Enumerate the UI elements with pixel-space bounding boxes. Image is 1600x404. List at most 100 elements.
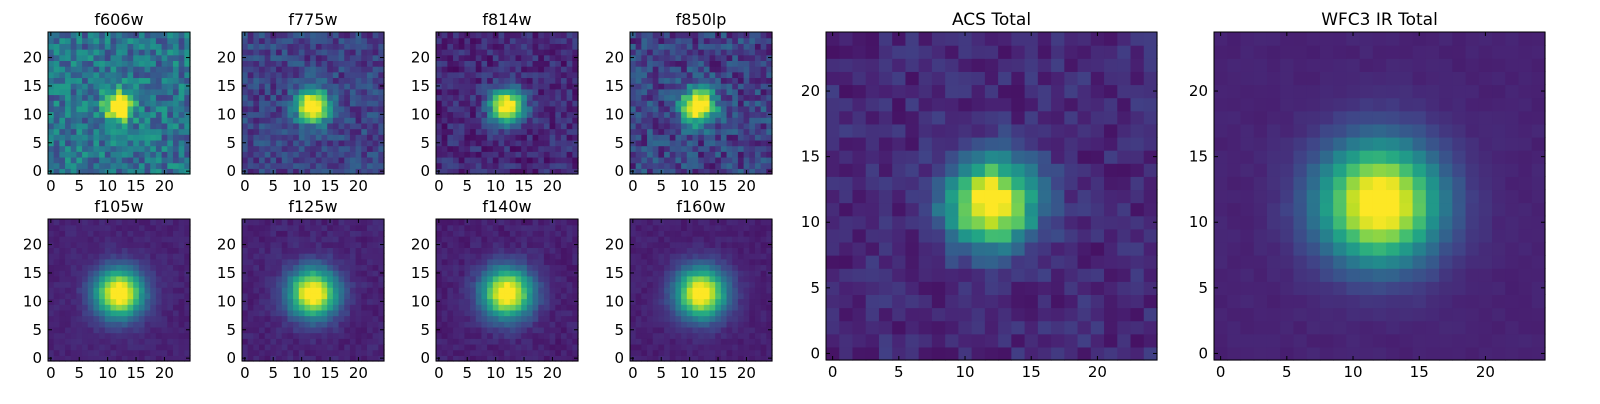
x-tick-label: 20: [349, 177, 368, 195]
heatmap-cell: [116, 293, 122, 299]
heatmap-cell: [287, 123, 293, 129]
heatmap-cell: [128, 151, 134, 157]
heatmap-cell: [299, 338, 305, 344]
heatmap-cell: [110, 304, 116, 310]
heatmap-cell: [128, 117, 134, 123]
heatmap-cell: [670, 112, 676, 118]
heatmap-cell: [670, 310, 676, 316]
heatmap-cell: [76, 293, 82, 299]
heatmap-cell: [76, 299, 82, 305]
heatmap-cell: [470, 100, 476, 106]
heatmap-cell: [636, 32, 642, 38]
heatmap-cell: [282, 259, 288, 265]
heatmap-cell: [276, 117, 282, 123]
y-tick-label: 5: [32, 134, 42, 152]
heatmap-cell: [145, 94, 151, 100]
heatmap-cell: [367, 157, 373, 163]
heatmap-cell: [270, 60, 276, 66]
heatmap-cell: [481, 281, 487, 287]
heatmap-cell: [139, 327, 145, 333]
heatmap-cell: [173, 83, 179, 89]
heatmap-cell: [82, 321, 88, 327]
heatmap-cell: [287, 327, 293, 333]
heatmap-cell: [162, 151, 168, 157]
heatmap-cell: [299, 310, 305, 316]
heatmap-cell: [339, 38, 345, 44]
heatmap-cell: [538, 316, 544, 322]
heatmap-cell: [265, 293, 271, 299]
heatmap-cell: [282, 270, 288, 276]
heatmap-cell: [487, 94, 493, 100]
heatmap-cell: [527, 151, 533, 157]
heatmap-cell: [310, 310, 316, 316]
heatmap-cell: [333, 281, 339, 287]
heatmap-cell: [498, 219, 504, 225]
heatmap-cell: [82, 304, 88, 310]
heatmap-cell: [327, 333, 333, 339]
heatmap-cell: [122, 316, 128, 322]
heatmap-cell: [361, 270, 367, 276]
heatmap-cell: [516, 77, 522, 83]
heatmap-cell: [470, 77, 476, 83]
heatmap-cell: [54, 146, 60, 152]
heatmap-cell: [692, 316, 698, 322]
heatmap-cell: [71, 112, 77, 118]
heatmap-cell: [327, 55, 333, 61]
heatmap-cell: [59, 344, 65, 350]
heatmap-cell: [99, 310, 105, 316]
heatmap-cell: [145, 140, 151, 146]
heatmap-cell: [253, 253, 259, 259]
heatmap-cell: [76, 112, 82, 118]
heatmap-cell: [242, 43, 248, 49]
heatmap-cell: [344, 281, 350, 287]
heatmap-cell: [293, 281, 299, 287]
heatmap-cell: [681, 117, 687, 123]
heatmap-cell: [710, 327, 716, 333]
heatmap-cell: [76, 247, 82, 253]
heatmap-cell: [510, 49, 516, 55]
heatmap-cell: [459, 327, 465, 333]
heatmap-cell: [755, 293, 761, 299]
heatmap-cell: [122, 117, 128, 123]
heatmap-cell: [282, 247, 288, 253]
heatmap-cell: [647, 129, 653, 135]
heatmap-cell: [504, 72, 510, 78]
heatmap-cell: [675, 32, 681, 38]
heatmap-cell: [504, 106, 510, 112]
heatmap-cell: [322, 253, 328, 259]
heatmap-cell: [65, 344, 71, 350]
heatmap-cell: [71, 55, 77, 61]
heatmap-cell: [464, 134, 470, 140]
heatmap-cell: [116, 123, 122, 129]
heatmap-cell: [265, 72, 271, 78]
heatmap-cell: [664, 163, 670, 169]
heatmap-cell: [749, 333, 755, 339]
heatmap-cell: [265, 344, 271, 350]
heatmap-cell: [71, 310, 77, 316]
heatmap-cell: [173, 49, 179, 55]
heatmap-cell: [744, 344, 750, 350]
heatmap-cell: [82, 236, 88, 242]
heatmap-cell: [270, 242, 276, 248]
heatmap-cell: [732, 117, 738, 123]
heatmap-cell: [299, 276, 305, 282]
heatmap-cell: [242, 247, 248, 253]
heatmap-cell: [162, 259, 168, 265]
heatmap-cell: [442, 94, 448, 100]
heatmap-cell: [76, 134, 82, 140]
heatmap-cell: [681, 43, 687, 49]
heatmap-cell: [538, 247, 544, 253]
heatmap-cell: [675, 146, 681, 152]
heatmap-cell: [373, 310, 379, 316]
heatmap-cell: [304, 350, 310, 356]
heatmap-cell: [179, 140, 185, 146]
heatmap-cell: [133, 151, 139, 157]
heatmap-cell: [664, 281, 670, 287]
heatmap-cell: [470, 350, 476, 356]
heatmap-cell: [116, 83, 122, 89]
heatmap-cell: [150, 293, 156, 299]
heatmap-cell: [333, 151, 339, 157]
heatmap-cell: [299, 247, 305, 253]
heatmap-cell: [658, 117, 664, 123]
heatmap-cell: [732, 49, 738, 55]
